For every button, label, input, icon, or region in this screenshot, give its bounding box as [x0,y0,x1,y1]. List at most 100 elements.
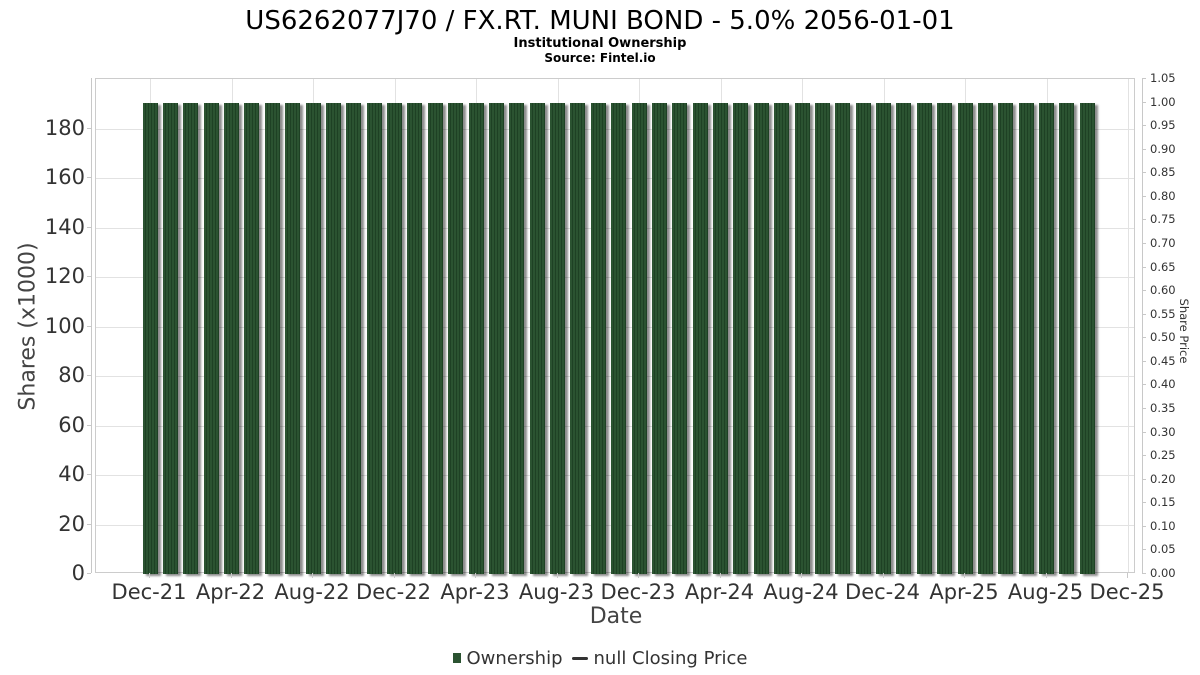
ownership-bar[interactable] [305,102,321,574]
ownership-bar[interactable] [407,102,423,574]
y-axis-right-tick [1142,360,1146,362]
y-axis-right-tick-label: 0.30 [1150,424,1176,439]
x-axis-tick-label: Aug-23 [518,580,595,604]
y-axis-right-tick [1142,172,1146,174]
ownership-bar[interactable] [916,102,932,574]
y-axis-right-tick-label: 0.60 [1150,283,1176,298]
y-axis-right-tick-label: 0.90 [1150,141,1176,156]
y-axis-left-spine [91,78,92,573]
ownership-bar[interactable] [937,102,953,574]
ownership-bar[interactable] [896,102,912,574]
legend-item-closing-price[interactable]: null Closing Price [571,648,747,669]
y-axis-left-tick [87,177,91,178]
y-axis-right-tick-label: 0.55 [1150,306,1176,321]
ownership-bar[interactable] [244,102,260,574]
ownership-bar[interactable] [264,102,280,574]
ownership-bar[interactable] [1079,102,1095,574]
ownership-bar[interactable] [468,102,484,574]
ownership-bar[interactable] [774,102,790,574]
y-axis-left-tick [87,424,91,426]
ownership-bar[interactable] [529,102,545,574]
x-axis-tick [556,573,558,578]
ownership-bar[interactable] [998,102,1014,574]
x-axis-tick-label: Dec-22 [356,580,431,604]
ownership-bar[interactable] [713,102,728,574]
y-axis-left-tick-label: 100 [44,313,85,338]
y-axis-right-tick-label: 0.00 [1150,566,1176,580]
ownership-bar[interactable] [876,102,891,574]
ownership-bar[interactable] [427,102,443,574]
y-axis-left-tick-label: 180 [44,115,85,140]
y-axis-right-tick-label: 0.75 [1150,212,1176,227]
y-axis-right-tick [1142,408,1146,409]
ownership-bar[interactable] [162,102,178,574]
y-axis-left-title: Shares (x1000) [15,242,41,411]
y-axis-left-tick [87,226,91,228]
ownership-bar[interactable] [142,102,158,574]
ownership-bar[interactable] [325,102,341,574]
ownership-bar[interactable] [672,102,688,574]
y-axis-left-tick [87,474,91,475]
ownership-bar[interactable] [1018,102,1034,574]
ownership-bar[interactable] [977,102,993,574]
ownership-bar[interactable] [1039,102,1054,574]
y-axis-right-tick-label: 0.80 [1150,188,1176,203]
ownership-bar[interactable] [814,102,830,574]
ownership-bar[interactable] [794,102,810,574]
ownership-bar[interactable] [183,102,199,574]
y-axis-left-tick-label: 160 [44,165,85,189]
ownership-bar[interactable] [753,102,769,574]
chart-title: US6262077J70 / FX.RT. MUNI BOND - 5.0% 2… [245,6,955,36]
ownership-bar[interactable] [285,102,301,574]
y-axis-right-tick [1142,266,1146,268]
ownership-bar[interactable] [835,102,851,574]
price-series-line-marker-icon [571,656,588,660]
x-axis-tick-label: Aug-25 [1007,580,1084,604]
y-axis-right-tick [1142,125,1146,127]
ownership-bar[interactable] [631,102,647,574]
y-axis-right-tick [1142,455,1146,457]
x-axis-tick-label: Dec-23 [600,580,676,604]
y-axis-right-title: Share Price [1177,298,1191,364]
x-axis-tick-label: Apr-25 [929,580,999,604]
ownership-bar[interactable] [733,102,749,574]
x-axis-tick [964,573,965,578]
x-axis-tick-label: Dec-25 [1089,580,1165,604]
ownership-bar[interactable] [550,102,565,574]
x-axis-tick-label: Aug-22 [274,580,350,604]
y-axis-right-tick [1142,195,1146,197]
ownership-bar[interactable] [1059,102,1075,574]
x-axis-tick-label: Apr-24 [684,580,755,604]
y-axis-left-tick-label: 140 [44,214,85,239]
ownership-bar[interactable] [366,102,382,574]
ownership-bar[interactable] [611,102,627,574]
ownership-bar[interactable] [590,102,606,574]
y-axis-right-tick [1142,148,1146,150]
ownership-bar[interactable] [957,102,973,574]
y-axis-right-tick-label: 0.65 [1150,259,1176,274]
ownership-bar[interactable] [346,102,362,574]
ownership-bar[interactable] [509,102,525,574]
x-axis-tick [475,573,476,578]
legend-item-ownership[interactable]: Ownership [452,648,563,669]
y-axis-right-tick-label: 1.00 [1150,94,1176,109]
y-axis-left-tick [87,523,91,525]
ownership-bar[interactable] [488,102,504,574]
x-axis-tick [719,573,721,578]
ownership-bar[interactable] [387,102,402,574]
y-axis-right-tick [1142,525,1146,527]
ownership-bar[interactable] [203,102,219,574]
y-axis-left-tick-label: 0 [71,561,85,585]
ownership-bar[interactable] [651,102,667,574]
ownership-bar[interactable] [448,102,464,574]
ownership-bar[interactable] [692,102,708,574]
y-axis-left-tick-label: 60 [58,412,85,437]
ownership-bar[interactable] [855,102,871,574]
y-axis-right-tick [1142,290,1146,292]
y-axis-right-tick [1142,384,1146,386]
ownership-bar[interactable] [224,102,239,574]
ownership-bar[interactable] [570,102,586,574]
x-axis-tick [638,573,639,578]
x-axis-tick-label: Apr-23 [440,580,510,604]
